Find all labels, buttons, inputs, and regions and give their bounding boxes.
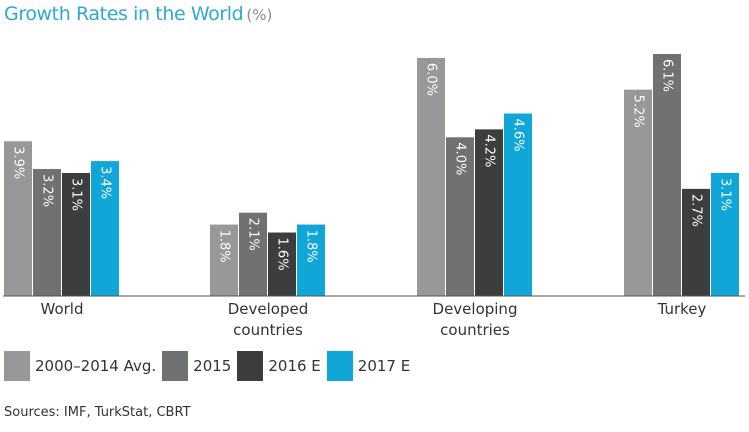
category-label: countries — [233, 321, 303, 339]
chart-title-unit: (%) — [246, 6, 273, 24]
bar-value-label: 3.2% — [40, 174, 55, 207]
bar-value-label: 5.2% — [631, 95, 646, 128]
bar — [268, 232, 296, 296]
legend-swatch — [162, 351, 189, 381]
legend: 2000–2014 Avg. 2015 2016 E 2017 E — [4, 351, 416, 381]
legend-item: 2000–2014 Avg. — [4, 351, 156, 381]
legend-label: 2015 — [193, 357, 232, 375]
bar — [653, 53, 681, 296]
bar — [239, 212, 267, 296]
bar-value-label: 1.8% — [217, 230, 232, 263]
bar-value-label: 3.9% — [11, 146, 26, 179]
legend-swatch — [326, 351, 353, 381]
bar — [446, 137, 474, 296]
bar-value-label: 4.6% — [511, 118, 526, 151]
bar-value-label: 1.8% — [304, 230, 319, 263]
legend-swatch — [237, 351, 264, 381]
category-label: Developing — [433, 300, 518, 318]
source-note: Sources: IMF, TurkStat, CBRT — [4, 405, 191, 420]
legend-label: 2016 E — [268, 357, 321, 375]
legend-label: 2017 E — [357, 357, 411, 375]
bar-value-label: 3.1% — [69, 178, 84, 211]
category-label: World — [41, 300, 84, 318]
bar — [711, 173, 739, 296]
bar-chart: 3.9% 3.2% 3.1% 3.4% 1.8% 2.1% 1.6% 1.8% 6.0% 4.0%… — [3, 53, 745, 339]
bar — [210, 224, 238, 296]
bar-value-label: 2.7% — [689, 194, 704, 227]
bar-value-label: 6.1% — [660, 59, 675, 92]
bar-value-label: 1.6% — [275, 238, 290, 271]
chart-title: Growth Rates in the World (%) — [4, 3, 272, 25]
bar-value-label: 3.1% — [718, 178, 733, 211]
bar — [4, 141, 32, 296]
bar-value-label: 3.4% — [98, 166, 113, 199]
category-labels-layer: World Developed countries Developing countri… — [41, 300, 707, 339]
category-label: countries — [440, 321, 510, 339]
bar — [624, 89, 652, 296]
bar-value-label: 6.0% — [424, 63, 439, 96]
category-label: Developed — [228, 300, 309, 318]
bars-layer: 3.9% 3.2% 3.1% 3.4% 1.8% 2.1% 1.6% 1.8% 6.0% 4.0%… — [4, 53, 739, 296]
legend-swatch — [4, 351, 30, 381]
bar — [297, 224, 325, 296]
bar-value-label: 4.0% — [453, 142, 468, 175]
bar — [33, 169, 61, 296]
bar — [91, 161, 119, 296]
bar — [475, 129, 503, 296]
bar-value-label: 2.1% — [246, 218, 261, 251]
legend-item: 2016 E — [237, 351, 321, 381]
legend-item: 2015 — [162, 351, 231, 381]
legend-item: 2017 E — [326, 351, 411, 381]
bar — [504, 113, 532, 296]
bar — [417, 57, 445, 296]
bar — [62, 173, 90, 296]
category-label: Turkey — [657, 300, 707, 318]
legend-label: 2000–2014 Avg. — [35, 357, 157, 375]
chart-title-text: Growth Rates in the World — [4, 3, 244, 25]
bar-value-label: 4.2% — [482, 134, 497, 167]
bar — [682, 188, 710, 296]
